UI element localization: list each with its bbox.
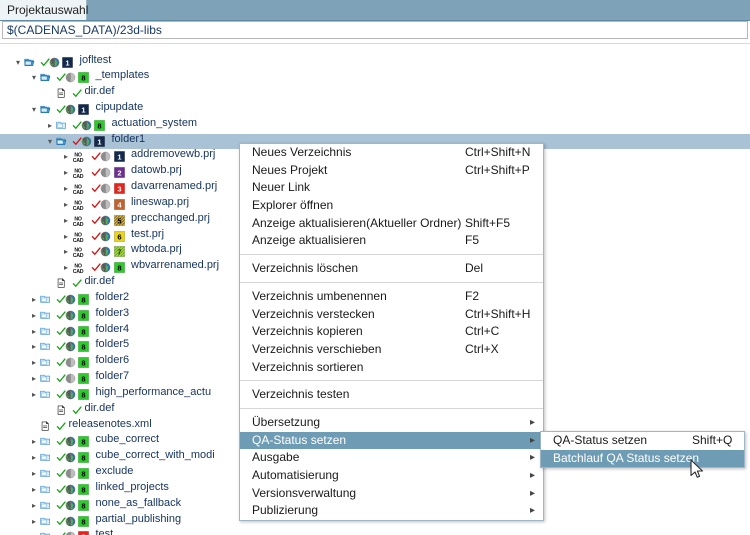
svg-text:8: 8 xyxy=(81,311,85,320)
svg-text:6: 6 xyxy=(117,232,121,241)
svg-text:8: 8 xyxy=(81,438,85,447)
svg-text:8: 8 xyxy=(81,74,85,83)
svg-text:CAD: CAD xyxy=(73,269,84,274)
svg-text:CAD: CAD xyxy=(73,159,84,164)
svg-text:8: 8 xyxy=(81,485,85,494)
svg-text:3: 3 xyxy=(117,184,121,193)
svg-text:8: 8 xyxy=(117,264,121,273)
svg-text:8: 8 xyxy=(81,359,85,368)
svg-text:7: 7 xyxy=(117,248,121,257)
svg-text:8: 8 xyxy=(81,374,85,383)
svg-text:8: 8 xyxy=(81,501,85,510)
svg-text:2: 2 xyxy=(117,169,121,178)
svg-text:1: 1 xyxy=(97,137,101,146)
svg-text:1: 1 xyxy=(65,58,69,67)
svg-text:5: 5 xyxy=(117,216,121,225)
svg-text:1: 1 xyxy=(117,153,121,162)
svg-text:8: 8 xyxy=(81,390,85,399)
svg-text:CAD: CAD xyxy=(73,206,84,211)
svg-text:CAD: CAD xyxy=(73,253,84,258)
svg-text:8: 8 xyxy=(81,517,85,526)
svg-text:8: 8 xyxy=(81,327,85,336)
svg-text:1: 1 xyxy=(81,105,85,114)
svg-text:CAD: CAD xyxy=(73,238,84,243)
svg-text:8: 8 xyxy=(81,295,85,304)
svg-text:CAD: CAD xyxy=(73,190,84,195)
svg-text:CAD: CAD xyxy=(73,174,84,179)
svg-text:8: 8 xyxy=(97,121,101,130)
svg-text:8: 8 xyxy=(81,454,85,463)
svg-text:CAD: CAD xyxy=(73,222,84,227)
svg-text:8: 8 xyxy=(81,343,85,352)
svg-text:8: 8 xyxy=(81,469,85,478)
